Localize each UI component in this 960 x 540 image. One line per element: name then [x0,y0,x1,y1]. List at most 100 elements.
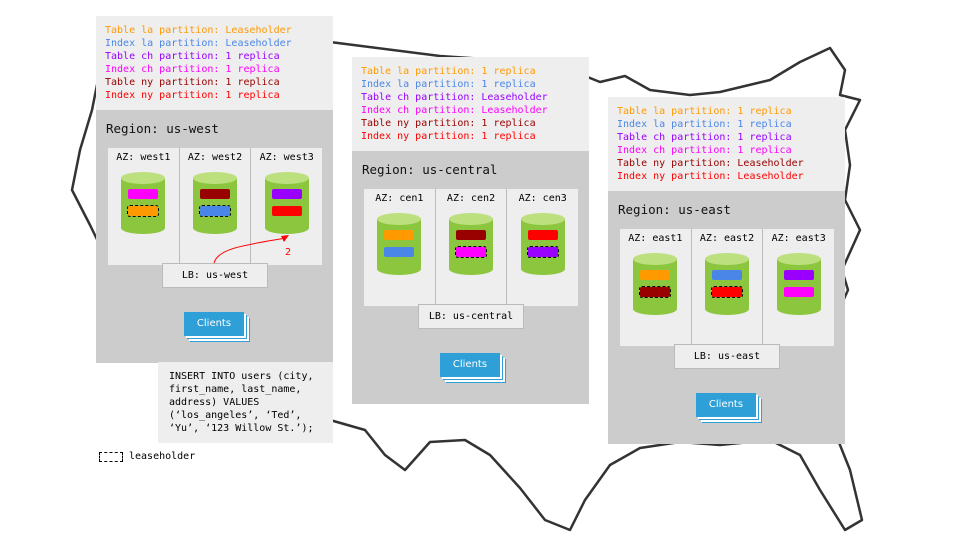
clients-button[interactable]: Clients [440,353,500,377]
partition-legend-east: Table la partition: 1 replica Index la pa… [608,97,845,191]
az-label: AZ: east3 [771,233,826,244]
arrow-step-label: 2 [285,247,292,258]
leaseholder-dashed-box-icon [99,451,123,462]
az-label: AZ: cen3 [518,193,567,204]
leaseholder-replica [455,246,487,258]
region-title: Region: us-central [362,162,498,177]
replica [271,206,302,216]
partition-line: Table la partition: 1 replica [617,106,792,117]
az-label: AZ: cen2 [446,193,496,204]
legend-label: leaseholder [129,451,196,462]
partition-line: Table ch partition: 1 replica [617,132,792,143]
leaseholder-replica [526,246,559,258]
partition-line: Index la partition: Leaseholder [105,38,292,49]
partition-line: Index ny partition: Leaseholder [617,171,804,182]
cylinder-body [449,219,493,269]
database-cylinder-icon [121,172,166,234]
availability-zone: AZ: west3 [251,148,322,265]
sql-line: address) VALUES [169,397,260,408]
legend: leaseholder [99,451,195,462]
replica [783,270,814,280]
database-cylinder-icon [193,172,237,234]
leaseholder-replica [127,205,160,217]
leaseholder-replica [639,286,672,298]
sql-line: ‘Yu’, ‘123 Willow St.’); [169,423,314,434]
availability-zone: AZ: east2 [692,229,764,346]
leaseholder-replica [199,205,231,217]
sql-line: first_name, last_name, [169,384,302,395]
partition-line: Table ny partition: Leaseholder [617,158,804,169]
partition-line: Table ch partition: 1 replica [105,51,280,62]
az-group: AZ: cen1 AZ: cen2 AZ: cen3 [364,189,578,306]
az-label: AZ: west1 [116,152,171,163]
partition-line: Table ch partition: Leaseholder [361,92,548,103]
partition-legend-west: Table la partition: Leaseholder Index la … [96,16,333,110]
database-cylinder-icon [633,253,678,315]
availability-zone: AZ: cen3 [507,189,578,306]
replica [128,189,159,199]
replica [712,270,742,280]
cylinder-body [121,178,166,228]
az-label: AZ: west2 [187,152,243,163]
clients-button[interactable]: Clients [184,312,244,336]
az-group: AZ: west1 AZ: west2 AZ: west3 [108,148,322,265]
partition-line: Table la partition: Leaseholder [105,25,292,36]
replica [527,230,558,240]
database-cylinder-icon [377,213,422,275]
cylinder-top [776,253,821,265]
cylinder-body [633,259,678,309]
database-cylinder-icon [264,172,309,234]
replica [384,230,415,240]
region-panel-central: Region: us-central AZ: cen1 AZ: cen2 AZ: ce… [352,151,589,404]
replica [640,270,671,280]
cylinder-body [377,219,422,269]
replica [200,189,230,199]
cylinder-body [776,259,821,309]
cylinder-top [449,213,493,225]
partition-line: Index ch partition: 1 replica [617,145,792,156]
partition-line: Table ny partition: 1 replica [105,77,280,88]
az-label: AZ: cen1 [375,193,424,204]
partition-line: Index la partition: 1 replica [361,79,536,90]
cylinder-top [193,172,237,184]
replica [783,287,814,297]
cylinder-top [520,213,565,225]
availability-zone: AZ: east1 [620,229,692,346]
cylinder-top [377,213,422,225]
partition-line: Index ch partition: 1 replica [105,64,280,75]
load-balancer: LB: us-east [674,344,780,369]
availability-zone: AZ: east3 [763,229,834,346]
cylinder-top [121,172,166,184]
sql-statement: INSERT INTO users (city, first_name, las… [158,362,333,443]
sql-line: INSERT INTO users (city, [169,371,314,382]
cylinder-top [264,172,309,184]
partition-legend-central: Table la partition: 1 replica Index la pa… [352,57,589,151]
partition-line: Index ny partition: 1 replica [105,90,280,101]
partition-line: Index ny partition: 1 replica [361,131,536,142]
replica [384,247,415,257]
partition-line: Index la partition: 1 replica [617,119,792,130]
cylinder-body [705,259,749,309]
region-panel-east: Region: us-east AZ: east1 AZ: east2 AZ: eas… [608,191,845,444]
az-label: AZ: east1 [628,233,683,244]
partition-line: Index ch partition: Leaseholder [361,105,548,116]
load-balancer: LB: us-central [418,304,524,329]
partition-line: Table ny partition: 1 replica [361,118,536,129]
availability-zone: AZ: west2 [180,148,252,265]
replica [271,189,302,199]
database-cylinder-icon [449,213,493,275]
availability-zone: AZ: west1 [108,148,180,265]
clients-button[interactable]: Clients [696,393,756,417]
cylinder-body [193,178,237,228]
cylinder-top [633,253,678,265]
sql-line: (‘los_angeles’, ‘Ted’, [169,410,302,421]
region-title: Region: us-east [618,202,731,217]
cylinder-body [264,178,309,228]
partition-line: Table la partition: 1 replica [361,66,536,77]
cylinder-body [520,219,565,269]
az-label: AZ: east2 [699,233,755,244]
availability-zone: AZ: cen1 [364,189,436,306]
database-cylinder-icon [776,253,821,315]
database-cylinder-icon [520,213,565,275]
database-cylinder-icon [705,253,749,315]
